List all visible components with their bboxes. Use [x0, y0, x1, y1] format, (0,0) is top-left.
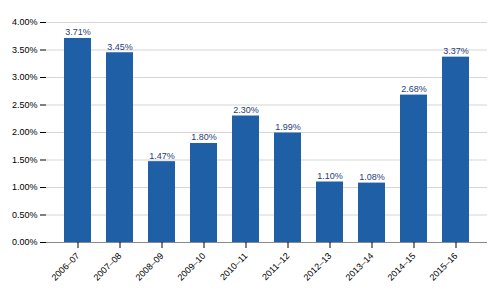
svg-text:1.10%: 1.10%: [317, 171, 343, 181]
svg-text:1.80%: 1.80%: [191, 132, 217, 142]
svg-text:0.00%: 0.00%: [12, 237, 38, 247]
svg-text:3.50%: 3.50%: [12, 45, 38, 55]
svg-text:3.00%: 3.00%: [12, 72, 38, 82]
svg-text:2.68%: 2.68%: [401, 84, 427, 94]
svg-text:2012–13: 2012–13: [302, 251, 334, 283]
svg-text:2014–15: 2014–15: [386, 251, 418, 283]
svg-text:3.37%: 3.37%: [443, 46, 469, 56]
svg-text:1.08%: 1.08%: [359, 172, 385, 182]
svg-text:3.71%: 3.71%: [65, 27, 91, 37]
svg-text:2006–07: 2006–07: [50, 251, 82, 283]
svg-text:1.47%: 1.47%: [149, 151, 175, 161]
svg-text:1.50%: 1.50%: [12, 155, 38, 165]
svg-text:0.50%: 0.50%: [12, 210, 38, 220]
svg-text:3.45%: 3.45%: [107, 42, 133, 52]
svg-text:2.00%: 2.00%: [12, 127, 38, 137]
svg-text:1.00%: 1.00%: [12, 182, 38, 192]
svg-text:2007–08: 2007–08: [92, 251, 124, 283]
svg-text:2013–14: 2013–14: [344, 251, 376, 283]
svg-text:1.99%: 1.99%: [275, 122, 301, 132]
svg-text:2010–11: 2010–11: [218, 251, 249, 282]
svg-text:2011–12: 2011–12: [260, 251, 291, 282]
svg-text:2.50%: 2.50%: [12, 100, 38, 110]
svg-text:4.00%: 4.00%: [12, 17, 38, 27]
svg-text:2015–16: 2015–16: [428, 251, 460, 283]
svg-text:2.30%: 2.30%: [233, 105, 259, 115]
svg-text:2008–09: 2008–09: [134, 251, 166, 283]
svg-text:2009–10: 2009–10: [176, 251, 208, 283]
